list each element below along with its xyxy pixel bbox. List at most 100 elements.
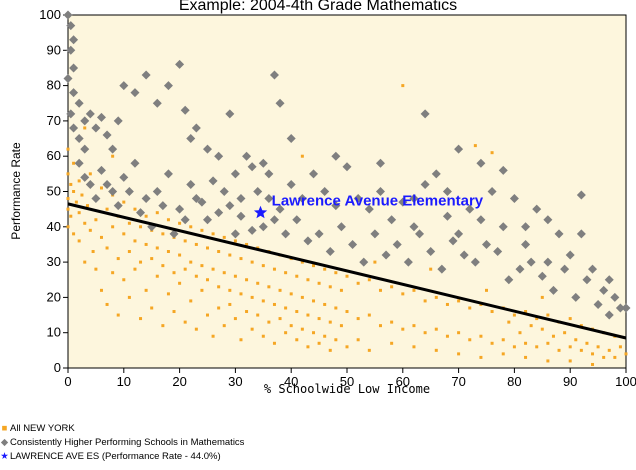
- all-new-york-point: [295, 310, 299, 314]
- higher-performing-point: [532, 204, 542, 214]
- all-new-york-point: [613, 355, 617, 359]
- all-new-york-point: [261, 299, 265, 303]
- all-new-york-point: [300, 260, 304, 264]
- chart-title: Example: 2004-4th Grade Mathematics: [179, 0, 457, 14]
- all-new-york-point: [256, 281, 260, 285]
- all-new-york-point: [150, 257, 154, 261]
- higher-performing-point: [113, 116, 123, 126]
- all-new-york-point: [200, 288, 204, 292]
- higher-performing-point: [130, 158, 140, 168]
- higher-performing-point: [476, 215, 486, 225]
- all-new-york-point: [312, 299, 316, 303]
- higher-performing-point: [91, 123, 101, 133]
- all-new-york-point: [194, 242, 198, 246]
- all-new-york-point: [194, 327, 198, 331]
- all-new-york-point: [512, 345, 516, 349]
- all-new-york-point: [334, 271, 338, 275]
- higher-performing-point: [264, 194, 274, 204]
- higher-performing-point: [96, 112, 106, 122]
- all-new-york-point: [88, 172, 92, 176]
- higher-performing-point: [459, 250, 469, 260]
- x-tick-label: 50: [340, 374, 354, 389]
- all-new-york-point: [306, 313, 310, 317]
- higher-performing-point: [258, 222, 268, 232]
- y-tick-label: 70: [47, 113, 61, 128]
- higher-performing-point: [303, 236, 313, 246]
- all-new-york-point: [289, 292, 293, 296]
- all-new-york-point: [328, 348, 332, 352]
- higher-performing-point: [398, 197, 408, 207]
- higher-performing-point: [387, 215, 397, 225]
- higher-performing-point: [448, 236, 458, 246]
- all-new-york-point: [88, 228, 92, 232]
- higher-performing-point: [487, 187, 497, 196]
- higher-performing-point: [91, 194, 101, 204]
- all-new-york-point: [127, 295, 131, 299]
- all-new-york-point: [540, 327, 544, 331]
- all-new-york-point: [228, 302, 232, 306]
- higher-performing-point: [236, 211, 246, 221]
- higher-performing-point: [275, 98, 285, 108]
- all-new-york-point: [94, 267, 98, 271]
- higher-performing-point: [203, 215, 212, 225]
- x-tick-label: 0: [64, 374, 71, 389]
- higher-performing-point: [465, 204, 475, 214]
- all-new-york-point: [122, 232, 126, 236]
- all-new-york-point: [546, 359, 550, 363]
- higher-performing-point: [186, 179, 196, 189]
- y-tick-label: 10: [47, 325, 61, 340]
- all-new-york-point: [83, 221, 87, 225]
- all-new-york-point: [80, 193, 84, 197]
- higher-performing-point: [509, 194, 519, 204]
- higher-performing-point: [253, 187, 263, 196]
- all-new-york-point: [312, 331, 316, 335]
- all-new-york-point: [356, 317, 360, 321]
- all-new-york-point: [378, 288, 382, 292]
- higher-performing-point: [119, 172, 129, 182]
- higher-performing-point: [498, 222, 508, 232]
- all-new-york-point: [206, 246, 209, 250]
- all-new-york-point: [284, 306, 288, 310]
- x-tick-label: 100: [615, 374, 636, 389]
- lawrence-avenue-annotation: Lawrence Avenue Elementary: [272, 192, 484, 209]
- higher-performing-point: [409, 222, 419, 232]
- higher-performing-point: [66, 21, 76, 31]
- higher-performing-point: [504, 275, 514, 285]
- all-new-york-point: [166, 292, 170, 296]
- all-new-york-point: [172, 310, 176, 314]
- higher-performing-point: [130, 88, 140, 98]
- all-new-york-point: [66, 197, 70, 201]
- all-new-york-point: [607, 348, 611, 352]
- all-new-york-point: [69, 214, 73, 218]
- all-new-york-point: [412, 324, 416, 328]
- all-new-york-point: [490, 151, 494, 155]
- all-new-york-point: [91, 250, 95, 254]
- all-new-york-point: [256, 313, 260, 317]
- all-new-york-point: [306, 345, 310, 349]
- all-new-york-point: [245, 278, 249, 282]
- higher-performing-point: [80, 172, 90, 182]
- all-new-york-point: [166, 218, 170, 222]
- higher-performing-point: [269, 70, 279, 80]
- all-new-york-point: [200, 264, 204, 268]
- all-new-york-point: [233, 239, 237, 243]
- higher-performing-point: [610, 292, 620, 302]
- all-new-york-point: [412, 345, 416, 349]
- all-new-york-point: [94, 218, 98, 222]
- all-new-york-point: [155, 246, 159, 250]
- higher-performing-point: [85, 109, 95, 119]
- higher-performing-point: [69, 35, 79, 45]
- higher-performing-point: [225, 201, 235, 211]
- higher-performing-point: [66, 45, 76, 55]
- all-new-york-point: [261, 334, 265, 338]
- all-new-york-point: [390, 341, 394, 345]
- all-new-york-point: [328, 320, 332, 324]
- all-new-york-point: [178, 221, 182, 225]
- all-new-york-point: [200, 228, 204, 232]
- higher-performing-point: [604, 310, 614, 320]
- all-new-york-point: [529, 324, 533, 328]
- higher-performing-point: [364, 204, 374, 214]
- all-new-york-point: [390, 285, 394, 289]
- higher-performing-point: [113, 201, 123, 211]
- higher-performing-point: [242, 151, 252, 161]
